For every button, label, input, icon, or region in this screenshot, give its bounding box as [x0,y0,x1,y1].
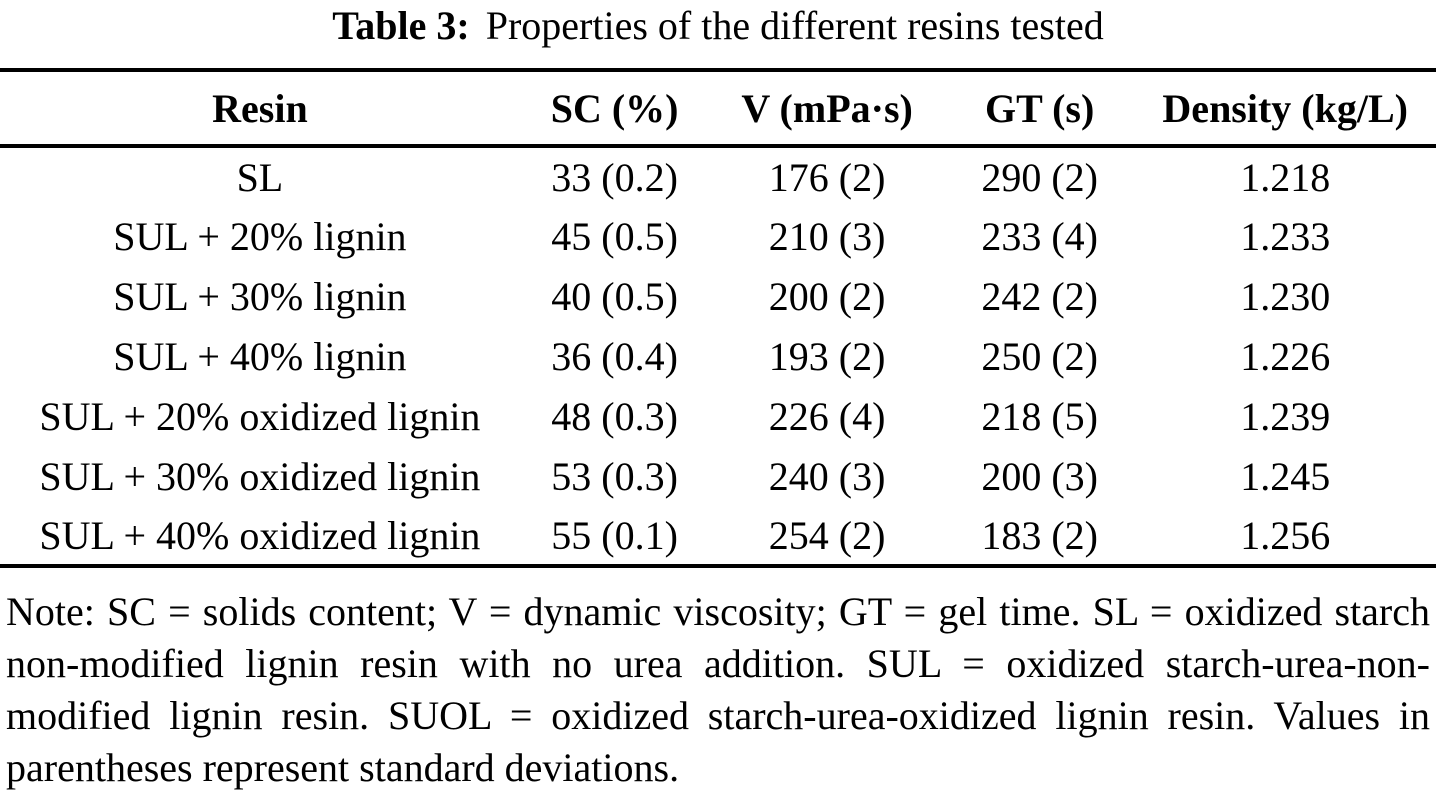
table-row: SUL + 30% oxidized lignin 53 (0.3) 240 (… [0,446,1436,506]
cell-gt: 290 (2) [981,154,1098,200]
cell-sc: 53 (0.3) [551,453,678,499]
cell-density: 1.239 [1240,393,1331,439]
table-row: SUL + 20% lignin 45 (0.5) 210 (3) 233 (4… [0,206,1436,266]
table-caption: Table 3: Properties of the different resi… [0,0,1436,68]
note-line: modified lignin resin. SUOL = oxidized s… [6,693,1430,738]
cell-gt: 200 (3) [981,453,1098,499]
cell-density: 1.256 [1240,512,1331,558]
note-line: non-modified lignin resin with no urea a… [6,641,1430,686]
table-row: SL 33 (0.2) 176 (2) 290 (2) 1.218 [0,146,1436,206]
column-header-v: V (mPa·s) [709,70,945,148]
cell-density: 1.218 [1240,154,1331,200]
cell-density: 1.245 [1240,453,1331,499]
cell-sc: 36 (0.4) [551,333,678,379]
cell-gt: 183 (2) [981,512,1098,558]
cell-resin: SUL + 20% lignin [113,213,407,259]
cell-resin: SUL + 30% oxidized lignin [39,453,481,499]
column-header-resin: Resin [0,70,520,148]
cell-v: 176 (2) [768,154,886,200]
cell-sc: 55 (0.1) [551,512,678,558]
cell-resin: SUL + 20% oxidized lignin [39,393,481,439]
column-header-gt: GT (s) [944,70,1135,148]
cell-gt: 242 (2) [981,273,1098,319]
cell-resin: SUL + 40% lignin [113,333,407,379]
note-line: Note: SC = solids content; V = dynamic v… [6,589,1430,634]
cell-v: 240 (3) [768,453,886,499]
column-header-sc: SC (%) [519,70,710,148]
cell-sc: 33 (0.2) [551,154,678,200]
resin-properties-table: Resin SC (%) V (mPa·s) GT (s) Density (k… [0,68,1436,568]
table-row: SUL + 40% lignin 36 (0.4) 193 (2) 250 (2… [0,326,1436,386]
table-row: SUL + 30% lignin 40 (0.5) 200 (2) 242 (2… [0,266,1436,326]
cell-density: 1.226 [1240,333,1331,379]
note-line: parentheses represent standard deviation… [6,745,680,790]
table-caption-text: Properties of the different resins teste… [485,3,1104,48]
cell-sc: 48 (0.3) [551,393,678,439]
cell-resin: SUL + 30% lignin [113,273,407,319]
cell-sc: 45 (0.5) [551,213,678,259]
cell-v: 210 (3) [768,213,886,259]
cell-resin: SL [236,154,284,200]
table-row: SUL + 40% oxidized lignin 55 (0.1) 254 (… [0,506,1436,566]
cell-gt: 218 (5) [981,393,1098,439]
cell-v: 226 (4) [768,393,886,439]
cell-v: 193 (2) [768,333,886,379]
cell-gt: 233 (4) [981,213,1098,259]
cell-resin: SUL + 40% oxidized lignin [39,512,481,558]
column-header-density: Density (kg/L) [1134,70,1436,148]
cell-density: 1.230 [1240,273,1331,319]
table-row: SUL + 20% oxidized lignin 48 (0.3) 226 (… [0,386,1436,446]
cell-density: 1.233 [1240,213,1331,259]
cell-gt: 250 (2) [981,333,1098,379]
cell-v: 200 (2) [768,273,886,319]
table-caption-label: Table 3: [332,3,470,48]
cell-v: 254 (2) [768,512,886,558]
table-note: Note: SC = solids content; V = dynamic v… [0,586,1436,794]
table-header-row: Resin SC (%) V (mPa·s) GT (s) Density (k… [0,70,1436,148]
cell-sc: 40 (0.5) [551,273,678,319]
